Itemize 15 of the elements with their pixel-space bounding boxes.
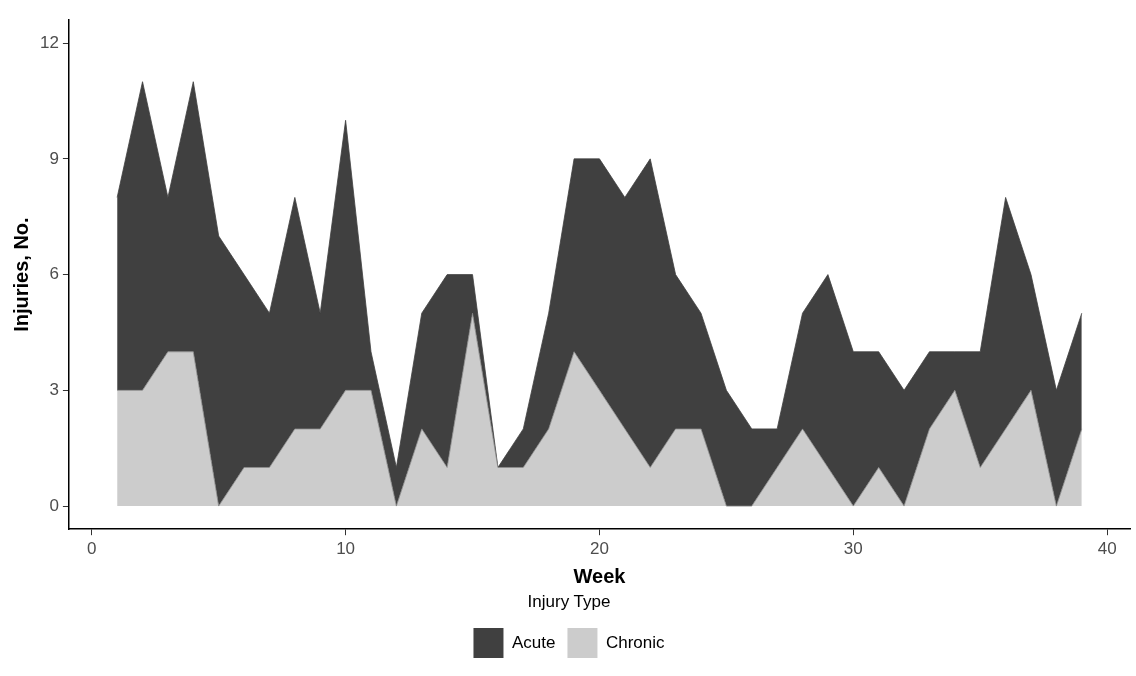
y-tick-label: 12 — [39, 32, 59, 52]
y-tick-label: 9 — [49, 148, 59, 168]
legend-label: Chronic — [605, 632, 666, 652]
x-tick-label: 30 — [843, 539, 863, 559]
x-axis-title: Week — [573, 565, 627, 588]
y-axis-title: Injuries, No. — [9, 217, 32, 332]
y-tick-label: 0 — [49, 495, 59, 515]
x-tick-label: 0 — [87, 539, 97, 559]
y-tick-label: 3 — [49, 380, 59, 400]
x-tick-label: 20 — [589, 539, 609, 559]
x-tick-label: 10 — [336, 539, 356, 559]
x-tick-label: 40 — [1097, 539, 1117, 559]
legend-title: Injury Type — [527, 591, 611, 611]
legend-label: Acute — [511, 632, 556, 652]
y-tick-label: 6 — [49, 264, 59, 284]
